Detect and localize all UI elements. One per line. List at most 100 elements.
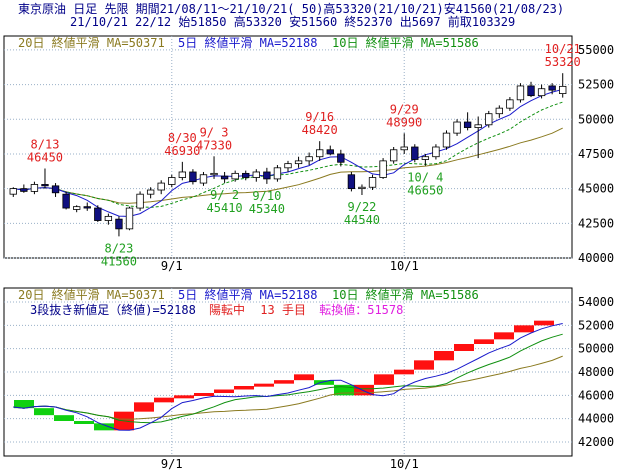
- candle: [115, 216, 123, 237]
- up-brick: [494, 332, 514, 340]
- annotation-date: 10/21: [545, 42, 581, 56]
- down-brick: [334, 384, 354, 396]
- annotation-date: 8/30: [168, 131, 197, 145]
- bottom-legend-ma10: 10日 終値平滑 MA=51586: [332, 287, 479, 302]
- down-brick: [314, 380, 334, 385]
- annotation-date: 9/16: [305, 110, 334, 124]
- top-moving-averages: [13, 88, 563, 217]
- candle-body: [136, 193, 144, 209]
- bottom-legend-ma5: 5日 終値平滑 MA=52188: [178, 287, 317, 302]
- candle: [537, 84, 546, 99]
- candle-body: [231, 172, 239, 180]
- up-brick: [534, 320, 554, 326]
- candle-body: [305, 156, 313, 162]
- candle: [51, 183, 60, 197]
- candle: [400, 133, 408, 154]
- legend-ma20: 20日 終値平滑 MA=50371: [18, 35, 165, 50]
- candle-body: [199, 174, 208, 184]
- up-brick: [174, 395, 194, 399]
- candle-body: [495, 107, 503, 115]
- candle: [442, 130, 451, 150]
- candle-body: [242, 172, 250, 178]
- up-brick: [254, 383, 274, 387]
- top-y-axis: 40000 42500 45000 47500 50000 52500 55000: [578, 43, 614, 265]
- up-brick: [374, 374, 394, 385]
- up-brick: [194, 393, 214, 396]
- candle: [104, 213, 113, 225]
- top-x-axis: 9/1 10/1: [161, 259, 419, 273]
- up-brick: [214, 389, 234, 393]
- bottom-y-axis: 42000 44000 46000 48000 50000 52000 54000: [578, 295, 614, 449]
- candlesticks: [9, 73, 567, 237]
- candle: [41, 168, 49, 189]
- x-tick-label: 10/1: [390, 457, 419, 471]
- candle-body: [379, 160, 387, 178]
- annotation-date: 9/ 2: [210, 188, 239, 202]
- candle-body: [432, 146, 440, 158]
- top-plot-frame: [3, 35, 573, 259]
- candle: [516, 83, 525, 103]
- y-tick-label: 50000: [578, 342, 614, 356]
- bottom-moving-averages: [13, 323, 563, 431]
- candle: [411, 144, 419, 163]
- candle-body: [252, 171, 260, 178]
- candle: [273, 165, 282, 182]
- y-tick-label: 52000: [578, 318, 614, 332]
- candle-body: [168, 177, 176, 185]
- candle: [125, 206, 134, 231]
- candle: [548, 83, 556, 95]
- candle-body: [189, 171, 197, 183]
- up-brick: [154, 397, 174, 403]
- three-break-line: 3段抜き新値足（終値)=52188 陽転中 13 手目 転換値：51578: [30, 302, 403, 317]
- candle-body: [51, 185, 60, 194]
- header-line2: 21/10/21 22/12 始51850 高53320 安51560 終523…: [70, 14, 515, 29]
- candle-body: [316, 149, 324, 158]
- annotation-value: 48990: [386, 115, 422, 129]
- candle-body: [20, 188, 28, 192]
- bottom-legend-ma20: 20日 終値平滑 MA=50371: [18, 287, 165, 302]
- up-brick: [414, 360, 434, 370]
- candle: [294, 156, 303, 168]
- candle: [263, 167, 271, 184]
- candle-body: [125, 207, 134, 230]
- annotation-value: 46450: [27, 151, 63, 165]
- candle: [30, 181, 39, 195]
- candle-body: [178, 171, 187, 178]
- candle-body: [294, 160, 303, 165]
- y-tick-label: 55000: [578, 43, 614, 57]
- candle-body: [474, 124, 482, 128]
- candle-body: [263, 171, 271, 180]
- candle: [252, 169, 260, 182]
- candle-body: [442, 132, 451, 148]
- up-brick: [234, 386, 254, 390]
- candle-body: [421, 156, 430, 160]
- candle: [305, 152, 313, 166]
- legend-ma10: 10日 終値平滑 MA=51586: [332, 35, 479, 50]
- candle: [337, 149, 345, 167]
- candle: [358, 184, 366, 196]
- annotation-date: 8/23: [104, 241, 133, 255]
- ma10-line: [13, 333, 563, 424]
- candle: [453, 119, 461, 136]
- candle-body: [83, 206, 91, 209]
- candle-body: [389, 149, 398, 162]
- ma20-line: [13, 127, 563, 204]
- candle: [347, 171, 356, 192]
- bottom-panel: 42000 44000 46000 48000 50000 52000 54000 9/1 1…: [3, 287, 614, 471]
- annotation-value: 41560: [101, 254, 137, 268]
- candle: [495, 105, 503, 118]
- candle: [83, 202, 91, 211]
- annotation-value: 45340: [249, 202, 285, 216]
- candle: [421, 153, 430, 166]
- candle: [463, 112, 472, 131]
- candle-body: [62, 193, 70, 209]
- y-tick-label: 54000: [578, 295, 614, 309]
- annotation-value: 45410: [207, 201, 243, 215]
- candle: [326, 145, 334, 156]
- candle-body: [537, 88, 546, 97]
